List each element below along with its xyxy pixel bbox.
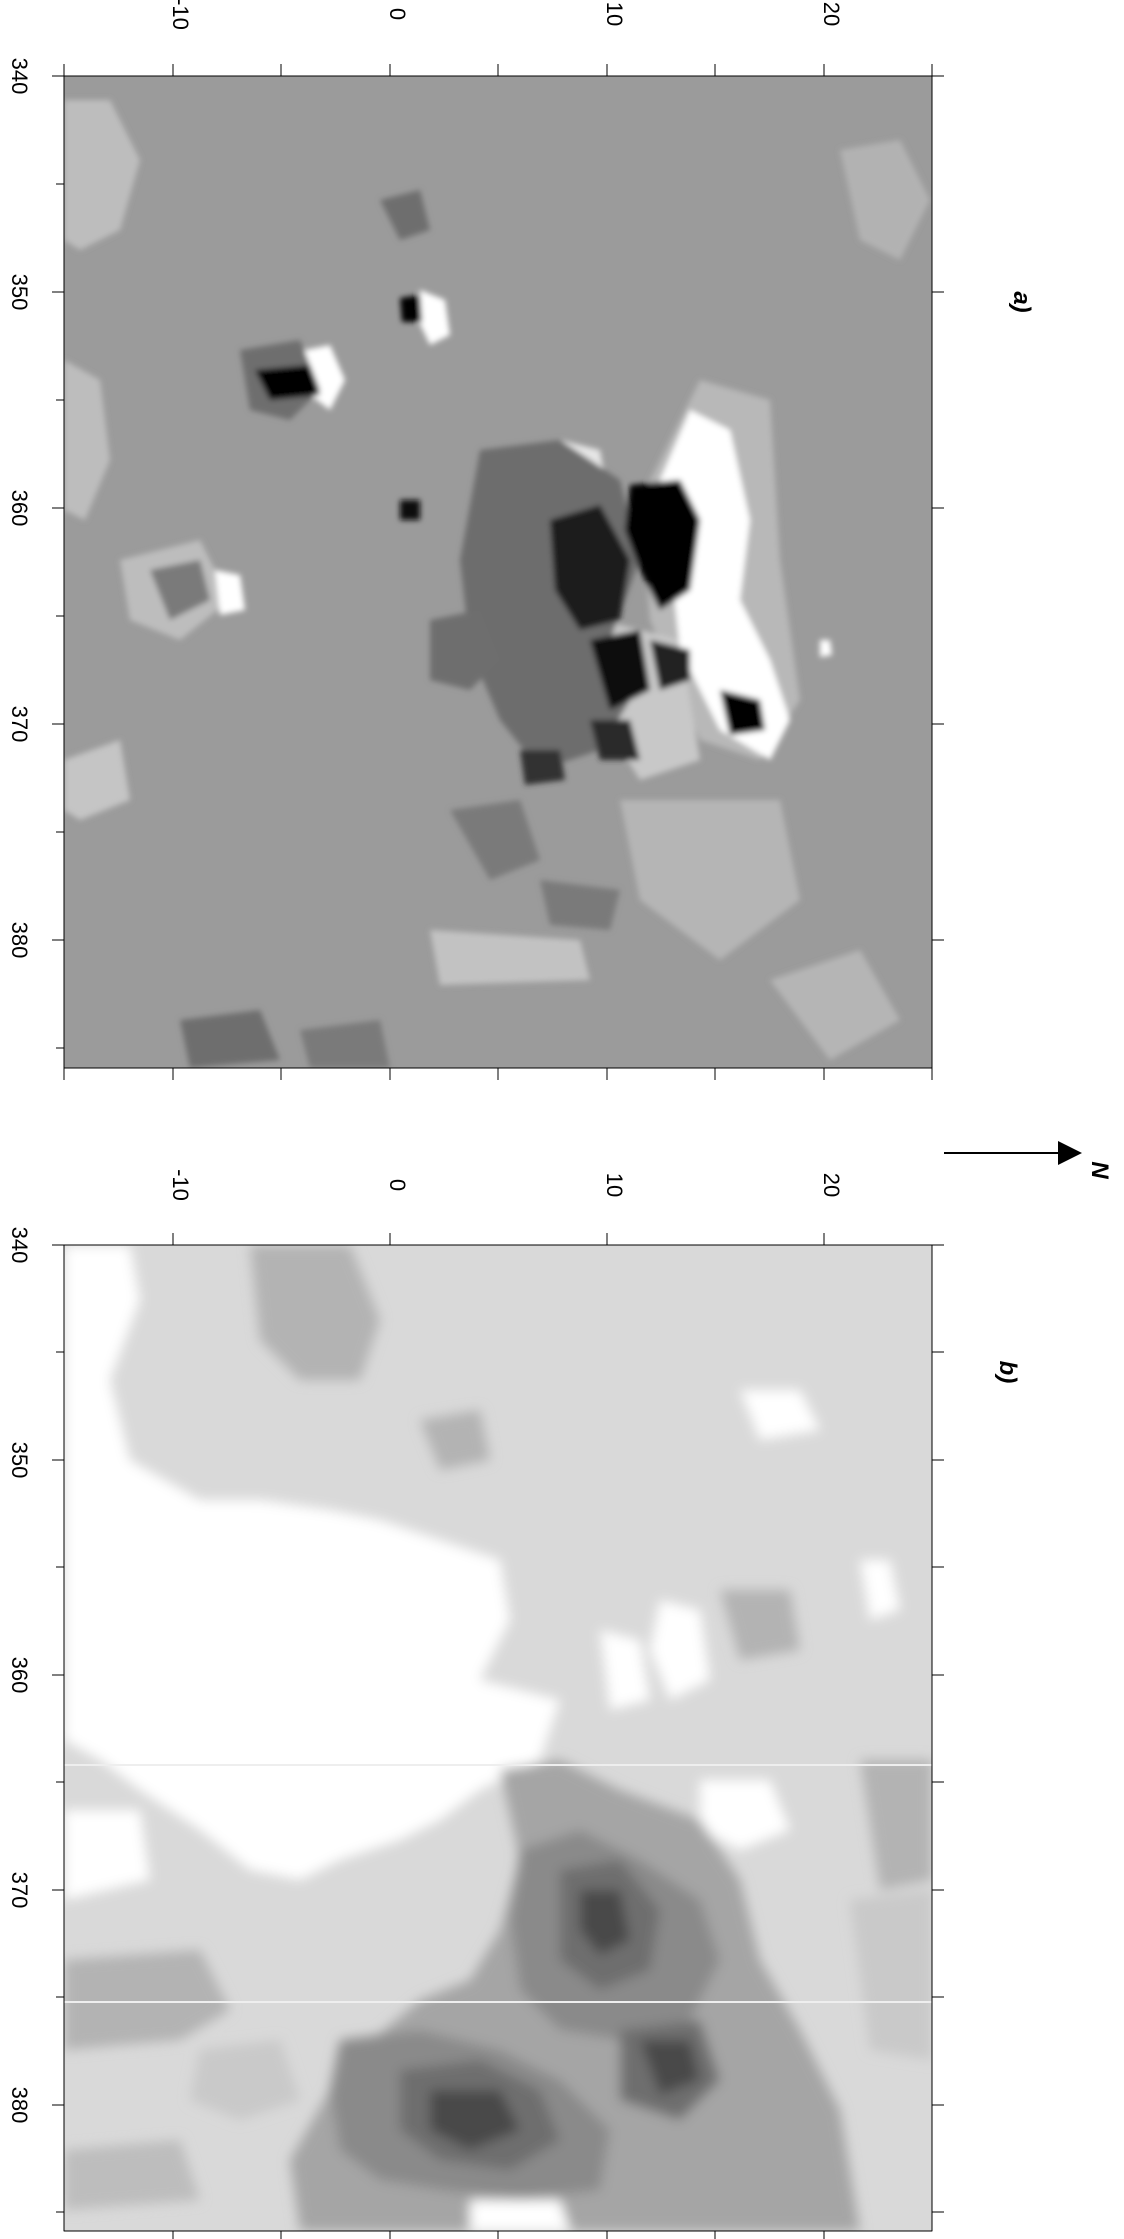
panel-b: 340 350 360 370 380 -10 0 10 20 b) (7, 1169, 1021, 2239)
panel-b-label: b) (994, 1361, 1021, 1384)
panel-b-y-tick: -10 (168, 1169, 193, 1201)
panel-b-x-tick: 360 (7, 1657, 32, 1694)
panel-a: 340 350 360 370 380 -10 0 10 20 a) (7, 0, 1035, 1080)
panel-b-x-tick: 370 (7, 1872, 32, 1909)
panel-b-y-tick: 10 (602, 1173, 627, 1197)
panel-a-y-tick: 20 (819, 2, 844, 26)
panel-b-x-tick-labels: 340 350 360 370 380 (7, 1227, 32, 2124)
panel-b-y-tick-labels: -10 0 10 20 (168, 1169, 844, 1201)
panel-a-label: a) (1008, 291, 1035, 312)
panel-a-y-tick: 10 (602, 2, 627, 26)
panel-a-x-tick: 350 (7, 274, 32, 311)
panel-a-y-tick-labels: -10 0 10 20 (168, 0, 844, 30)
panel-a-x-tick: 370 (7, 706, 32, 743)
panel-b-y-tick: 20 (819, 1173, 844, 1197)
north-arrow: N (944, 1141, 1113, 1179)
panel-a-x-tick: 360 (7, 490, 32, 527)
panel-a-x-tick: 380 (7, 922, 32, 959)
panel-b-y-tick: 0 (385, 1179, 410, 1191)
panel-a-y-tick: -10 (168, 0, 193, 30)
panel-a-x-tick-labels: 340 350 360 370 380 (7, 58, 32, 959)
north-arrow-label: N (1086, 1161, 1113, 1179)
panel-b-x-tick: 350 (7, 1442, 32, 1479)
panel-a-contour-field (64, 100, 930, 1068)
north-arrow-head (1058, 1141, 1082, 1165)
panel-b-x-tick: 340 (7, 1227, 32, 1264)
panel-a-axes (52, 64, 944, 1080)
panel-b-axes (52, 1233, 944, 2239)
panel-b-x-tick: 380 (7, 2087, 32, 2124)
panel-a-y-tick: 0 (385, 8, 410, 20)
panel-a-x-tick: 340 (7, 58, 32, 95)
panel-b-contour-field (64, 1245, 932, 2231)
